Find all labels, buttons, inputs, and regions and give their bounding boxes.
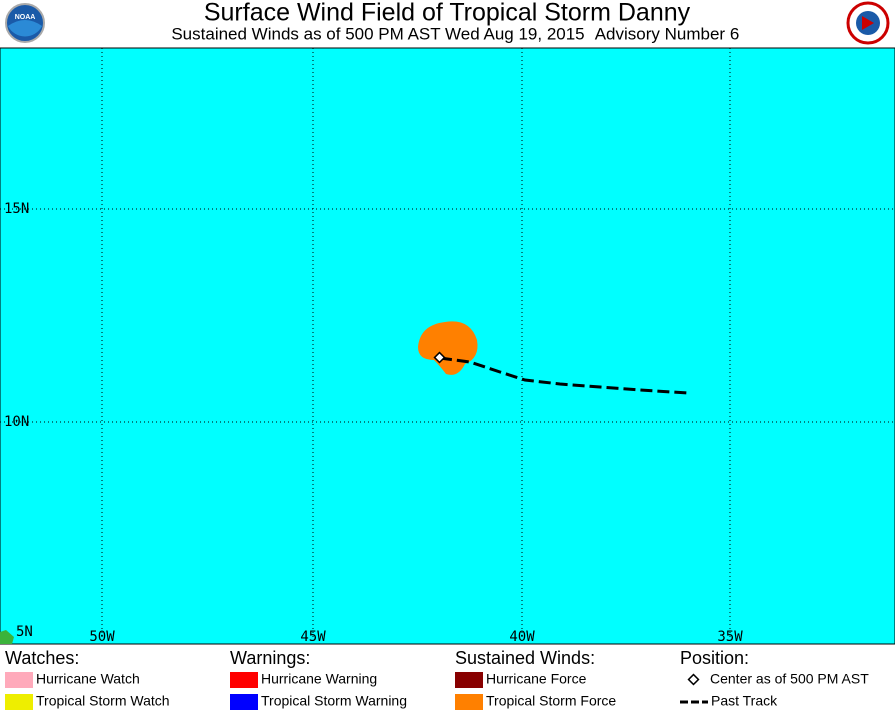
latitude-label: 5N	[16, 624, 33, 640]
legend-item: Hurricane Watch	[36, 671, 140, 687]
title: Surface Wind Field of Tropical Storm Dan…	[204, 0, 691, 27]
legend-swatch	[230, 672, 258, 688]
legend-item: Hurricane Force	[486, 671, 587, 687]
legend-swatch	[455, 694, 483, 710]
legend: Watches: Hurricane Watch Tropical Storm Wa…	[5, 648, 869, 710]
land	[0, 630, 14, 644]
legend-heading: Position:	[680, 648, 749, 668]
past-track	[439, 356, 689, 395]
storm-center	[433, 351, 446, 364]
legend-swatch	[5, 694, 33, 710]
longitude-label: 45W	[300, 629, 326, 645]
longitude-label: 50W	[89, 629, 115, 645]
legend-heading: Warnings:	[230, 648, 310, 668]
longitude-label: 40W	[509, 629, 535, 645]
legend-heading: Sustained Winds:	[455, 648, 595, 668]
legend-swatch	[455, 672, 483, 688]
legend-center-symbol	[687, 673, 700, 686]
nws-logo	[846, 1, 890, 45]
legend-item: Tropical Storm Watch	[36, 693, 170, 709]
grid: 15N 10N 5N 50W 45W 40W 35W	[0, 48, 895, 645]
legend-swatch	[230, 694, 258, 710]
legend-item: Past Track	[711, 693, 778, 709]
logo-text: NOAA	[15, 14, 36, 21]
legend-swatch	[5, 672, 33, 688]
advisory: Advisory Number 6	[595, 24, 740, 43]
longitude-label: 35W	[717, 629, 743, 645]
legend-item: Tropical Storm Warning	[261, 693, 407, 709]
noaa-logo: NOAA	[5, 3, 45, 43]
subtitle: Sustained Winds as of 500 PM AST Wed Aug…	[171, 24, 584, 43]
legend-item: Hurricane Warning	[261, 671, 377, 687]
latitude-label: 15N	[4, 201, 29, 217]
legend-heading: Watches:	[5, 648, 79, 668]
legend-item: Tropical Storm Force	[486, 693, 616, 709]
latitude-label: 10N	[4, 414, 29, 430]
legend-item: Center as of 500 PM AST	[710, 671, 869, 687]
